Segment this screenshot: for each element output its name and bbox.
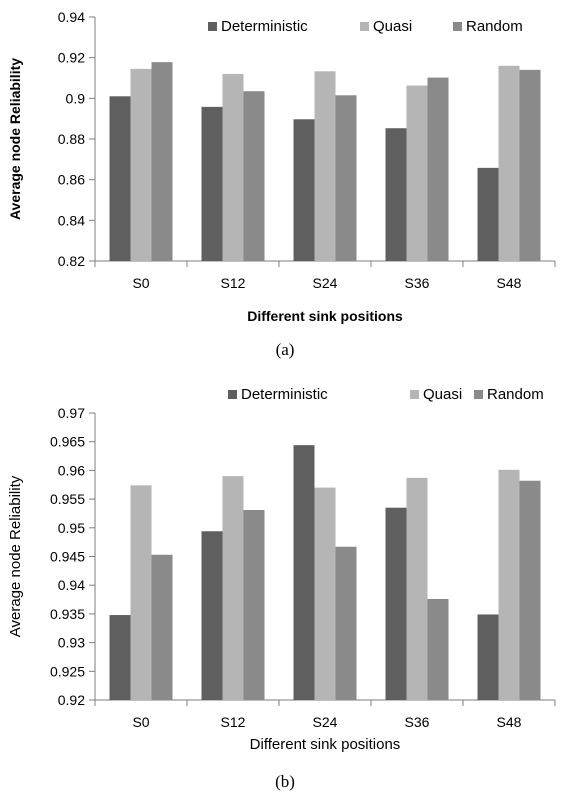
y-axis-title: Average node Reliability: [7, 475, 24, 637]
bar-deterministic-s24: [293, 445, 315, 700]
x-axis-title: Different sink positions: [250, 736, 401, 753]
y-tick-label: 0.86: [58, 172, 85, 188]
x-axis-title: Different sink positions: [247, 308, 403, 324]
bar-quasi-s12: [222, 73, 244, 261]
legend-label-quasi: Quasi: [423, 386, 462, 403]
y-tick-label: 0.94: [58, 577, 85, 593]
y-tick-label: 0.82: [58, 253, 85, 269]
figure-caption: (b): [275, 772, 295, 791]
legend-swatch-deterministic: [208, 22, 217, 31]
chart-b: 0.92 0.925 0.93 0.935 0.94 0.945 0.95 0.955 0.96…: [7, 386, 556, 791]
figure-caption: (a): [276, 340, 295, 359]
bar-random-s48: [519, 69, 541, 261]
x-tick-label: S24: [313, 714, 338, 730]
bar-deterministic-s12: [201, 106, 223, 261]
y-tick-label: 0.88: [58, 131, 85, 147]
x-tick-label: S0: [132, 714, 149, 730]
bar-deterministic-s48: [477, 167, 499, 261]
y-tick-label: 0.93: [58, 635, 85, 651]
bar-quasi-s24: [314, 71, 336, 261]
y-tick-label: 0.955: [50, 491, 85, 507]
x-tick-label: S48: [497, 275, 522, 291]
bar-random-s0: [151, 554, 173, 700]
bar-quasi-s48: [498, 469, 520, 700]
bar-deterministic-s36: [385, 507, 407, 700]
y-tick-label: 0.94: [58, 9, 85, 25]
x-tick-label: S48: [497, 714, 522, 730]
bar-quasi-s24: [314, 487, 336, 700]
y-tick-label: 0.9: [66, 90, 86, 106]
bar-deterministic-s12: [201, 531, 223, 700]
y-tick-label: 0.96: [58, 462, 85, 478]
y-tick-label: 0.97: [58, 405, 85, 421]
bar-deterministic-s0: [109, 96, 131, 261]
chart-a: 0.82 0.84 0.86 0.88 0.9 0.92 0.94 S0 S12 S24 S36 S4…: [7, 9, 556, 359]
bar-quasi-s0: [130, 68, 152, 261]
bar-deterministic-s36: [385, 128, 407, 261]
legend-swatch-random: [474, 390, 483, 399]
y-tick-label: 0.965: [50, 434, 85, 450]
x-tick-label: S36: [405, 714, 430, 730]
legend-label-deterministic: Deterministic: [221, 18, 308, 35]
y-tick-label: 0.945: [50, 549, 85, 565]
y-axis-title: Average node Reliability: [7, 58, 23, 220]
legend-swatch-quasi: [360, 22, 369, 31]
legend-label-random: Random: [466, 18, 523, 35]
bar-random-s36: [427, 77, 449, 262]
bar-deterministic-s48: [477, 614, 499, 700]
bar-quasi-s36: [406, 477, 428, 700]
legend-label-quasi: Quasi: [373, 18, 412, 35]
bar-random-s12: [243, 510, 265, 700]
y-tick-label: 0.925: [50, 663, 85, 679]
legend-swatch-random: [453, 22, 462, 31]
bar-random-s48: [519, 480, 541, 700]
bar-random-s0: [151, 62, 173, 261]
x-tick-label: S24: [313, 275, 338, 291]
bar-random-s12: [243, 91, 265, 261]
x-tick-label: S12: [221, 275, 246, 291]
bar-quasi-s0: [130, 485, 152, 700]
bar-quasi-s48: [498, 65, 520, 261]
y-tick-label: 0.935: [50, 606, 85, 622]
bar-random-s36: [427, 598, 449, 700]
bar-deterministic-s24: [293, 119, 315, 261]
legend-swatch-deterministic: [228, 390, 237, 399]
y-tick-label: 0.92: [58, 692, 85, 708]
bar-quasi-s12: [222, 476, 244, 700]
y-tick-label: 0.84: [58, 212, 85, 228]
y-tick-label: 0.95: [58, 520, 85, 536]
x-tick-label: S12: [221, 714, 246, 730]
bar-random-s24: [335, 546, 357, 700]
legend-swatch-quasi: [410, 390, 419, 399]
bar-deterministic-s0: [109, 615, 131, 700]
bar-quasi-s36: [406, 85, 428, 261]
y-tick-label: 0.92: [58, 50, 85, 66]
legend-label-random: Random: [487, 386, 544, 403]
bar-random-s24: [335, 95, 357, 262]
x-tick-label: S0: [132, 275, 149, 291]
x-tick-label: S36: [405, 275, 430, 291]
legend-label-deterministic: Deterministic: [241, 386, 328, 403]
